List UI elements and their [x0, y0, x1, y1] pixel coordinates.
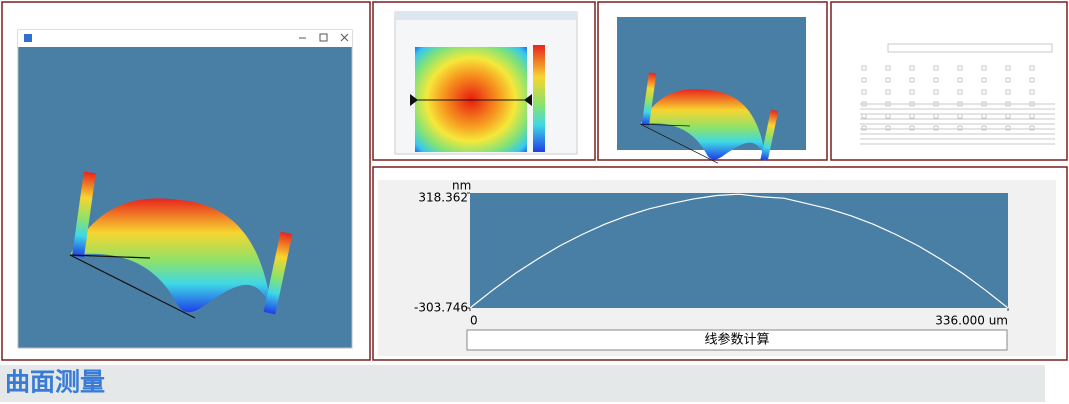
- checkbox: [981, 65, 987, 71]
- x-tick-label: 0: [470, 314, 478, 328]
- title-bar: [18, 30, 352, 47]
- checkbox: [957, 89, 963, 95]
- checkbox: [861, 89, 867, 95]
- checkbox: [909, 125, 915, 131]
- checkbox: [1029, 89, 1035, 95]
- app-icon: [24, 34, 32, 42]
- checkbox: [861, 125, 867, 131]
- maximize-button[interactable]: [319, 33, 328, 42]
- checkbox: [981, 125, 987, 131]
- checkbox: [981, 89, 987, 95]
- checkbox: [1029, 113, 1035, 119]
- parameter-table: [860, 43, 1055, 145]
- checkbox: [933, 77, 939, 83]
- close-button[interactable]: [340, 33, 349, 42]
- profile-line: [469, 193, 1009, 309]
- checkbox: [909, 65, 915, 71]
- checkbox: [981, 77, 987, 83]
- y-axis-label: nm: [452, 179, 471, 193]
- checkbox: [909, 89, 915, 95]
- checkbox: [909, 113, 915, 119]
- checkbox: [933, 89, 939, 95]
- checkbox: [1029, 77, 1035, 83]
- color-bar: [533, 45, 545, 152]
- checkbox: [909, 77, 915, 83]
- checkbox: [861, 113, 867, 119]
- checkbox: [957, 77, 963, 83]
- input-box: [887, 43, 1053, 53]
- checkbox: [885, 125, 891, 131]
- checkbox: [1005, 125, 1011, 131]
- checkbox: [1005, 77, 1011, 83]
- checkbox: [885, 77, 891, 83]
- checkbox: [861, 65, 867, 71]
- button-label[interactable]: 线参数计算: [704, 332, 769, 348]
- checkbox: [933, 65, 939, 71]
- plot-area: [470, 193, 1008, 308]
- checkbox: [1005, 65, 1011, 71]
- heatmap-title-bar: [395, 12, 577, 20]
- checkbox: [957, 125, 963, 131]
- checkbox: [1029, 125, 1035, 131]
- y-tick-label: -303.746: [414, 301, 468, 315]
- checkbox: [1029, 65, 1035, 71]
- checkbox: [885, 89, 891, 95]
- checkbox: [957, 65, 963, 71]
- checkbox: [981, 113, 987, 119]
- calc-button[interactable]: [466, 329, 1008, 351]
- checkbox: [885, 113, 891, 119]
- y-tick-label: 318.362: [418, 191, 468, 205]
- checkbox: [933, 125, 939, 131]
- x-tick-label: 336.000 um: [935, 314, 1008, 328]
- section-heading: 曲面测量: [5, 368, 105, 397]
- checkbox: [933, 113, 939, 119]
- heading-bar: [0, 365, 1045, 402]
- checkbox: [1005, 113, 1011, 119]
- checkbox: [957, 113, 963, 119]
- checkbox: [1005, 89, 1011, 95]
- checkbox: [885, 65, 891, 71]
- checkbox: [861, 77, 867, 83]
